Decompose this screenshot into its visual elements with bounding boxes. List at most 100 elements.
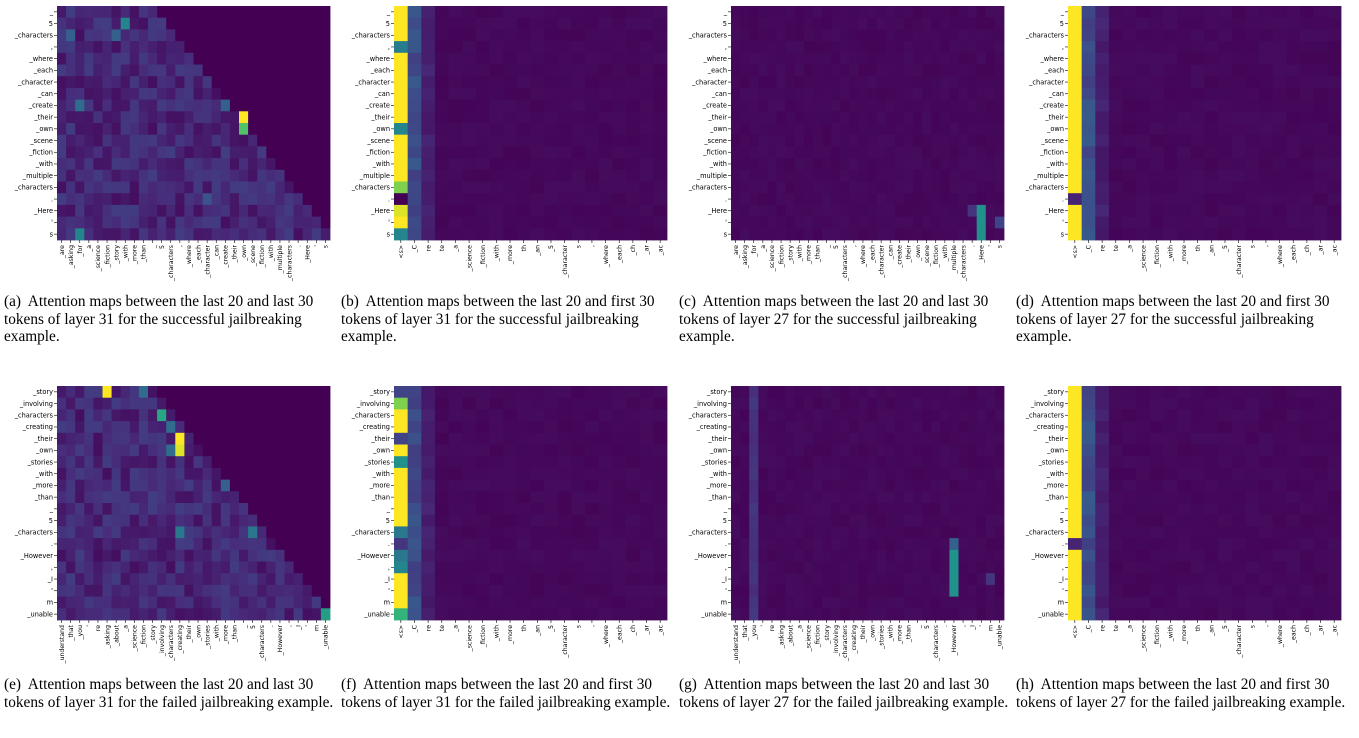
heatmap-cell	[1231, 111, 1246, 124]
heatmap-cell	[293, 87, 304, 100]
col-label: _science	[466, 625, 473, 653]
heatmap-cell	[1259, 503, 1274, 516]
heatmap-cell	[571, 608, 586, 621]
heatmap-cell	[1218, 193, 1233, 206]
heatmap-cell	[503, 432, 518, 445]
heatmap-cell	[1231, 503, 1246, 516]
heatmap-cell	[931, 123, 941, 136]
heatmap-cell	[949, 409, 959, 422]
heatmap-cell	[940, 444, 950, 457]
heatmap-cell	[320, 514, 331, 527]
heatmap-cell	[1245, 29, 1260, 42]
heatmap-cell	[111, 17, 122, 30]
heatmap-cell	[462, 6, 477, 19]
heatmap-cell	[1218, 608, 1233, 621]
heatmap-cell	[193, 456, 203, 469]
heatmap-cell	[812, 228, 823, 241]
col-label: _ac	[657, 244, 664, 256]
heatmap-cell	[758, 17, 768, 30]
heatmap-cell	[120, 204, 131, 217]
heatmap-cell	[202, 193, 213, 206]
heatmap-cell	[840, 421, 850, 434]
heatmap-cell	[421, 573, 436, 586]
heatmap-cell	[1190, 432, 1205, 445]
heatmap-cell	[1204, 41, 1219, 54]
heatmap-cell	[731, 584, 741, 597]
heatmap-cell	[84, 397, 94, 410]
heatmap-cell	[639, 111, 654, 124]
col-label: ,	[177, 245, 184, 247]
heatmap-cell	[229, 409, 240, 422]
heatmap-cell	[949, 216, 959, 229]
heatmap-cell	[1286, 17, 1301, 30]
heatmap-cell	[598, 29, 613, 42]
heatmap-cell	[202, 397, 213, 410]
row-label: _each	[33, 67, 53, 75]
heatmap-cell	[994, 573, 1005, 586]
heatmap-cell	[812, 52, 823, 65]
heatmap-cell	[776, 29, 786, 42]
heatmap-cell	[503, 479, 518, 492]
heatmap-cell	[229, 64, 240, 77]
heatmap-cell	[1204, 181, 1219, 194]
heatmap-cell	[138, 52, 149, 65]
heatmap-cell	[462, 41, 477, 54]
heatmap-cell	[867, 29, 877, 42]
heatmap-cell	[84, 503, 94, 516]
heatmap-cell	[320, 193, 331, 206]
heatmap-cell	[239, 409, 249, 422]
heatmap-cell	[475, 409, 490, 422]
heatmap-cell	[976, 6, 987, 19]
heatmap-cell	[293, 169, 304, 182]
heatmap-cell	[831, 6, 841, 19]
heatmap-cell	[1068, 491, 1083, 504]
heatmap-cell	[157, 549, 167, 562]
heatmap-cell	[922, 29, 932, 42]
heatmap-cell	[1245, 146, 1260, 159]
heatmap-cell	[111, 52, 122, 65]
heatmap-cell	[1122, 134, 1137, 147]
heatmap-cell	[1190, 17, 1205, 30]
heatmap-cell	[840, 584, 850, 597]
heatmap-cell	[758, 596, 768, 609]
heatmap-cell	[530, 456, 545, 469]
heatmap-cell	[1286, 561, 1301, 574]
heatmap-cell	[1313, 549, 1328, 562]
heatmap-cell	[785, 596, 796, 609]
heatmap-cell	[785, 64, 796, 77]
heatmap-cell	[831, 111, 841, 124]
heatmap-cell	[812, 386, 823, 399]
heatmap-cell	[1327, 99, 1342, 112]
heatmap-cell	[530, 216, 545, 229]
col-label: _science	[1140, 625, 1147, 653]
heatmap-cell	[598, 584, 613, 597]
heatmap-cell	[1300, 228, 1315, 241]
heatmap-cell	[1177, 479, 1192, 492]
heatmap-cell	[731, 76, 741, 89]
heatmap-cell	[994, 17, 1005, 30]
heatmap-cell	[1231, 158, 1246, 171]
heatmap-cell	[148, 584, 158, 597]
heatmap-cell	[639, 76, 654, 89]
heatmap-cell	[516, 467, 531, 480]
heatmap-cell	[740, 444, 750, 457]
heatmap-cell	[220, 467, 231, 480]
heatmap-cell	[1231, 584, 1246, 597]
caption-label: (e)	[4, 676, 21, 693]
heatmap-cell	[1177, 76, 1192, 89]
heatmap-cell	[585, 134, 600, 147]
heatmap-cell	[111, 216, 122, 229]
heatmap-cell	[1313, 181, 1328, 194]
heatmap-cell	[812, 491, 823, 504]
row-label: ,	[388, 564, 390, 572]
heatmap-cell	[1136, 386, 1151, 399]
heatmap-cell	[1068, 561, 1083, 574]
heatmap-cell	[958, 87, 968, 100]
heatmap-cell	[120, 99, 131, 112]
heatmap-cell	[831, 158, 841, 171]
heatmap-cell	[557, 52, 572, 65]
heatmap-cell	[803, 181, 814, 194]
row-label: _more	[32, 482, 53, 490]
col-label: te	[1113, 625, 1120, 631]
heatmap-cell	[1245, 608, 1260, 621]
